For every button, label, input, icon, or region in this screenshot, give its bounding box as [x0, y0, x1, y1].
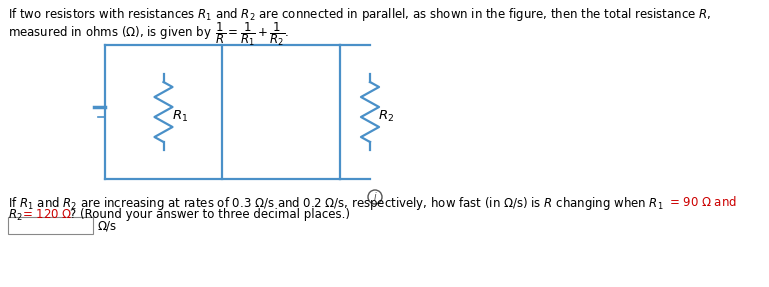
Text: ? (Round your answer to three decimal places.): ? (Round your answer to three decimal pl…: [70, 208, 350, 221]
Text: $R_2$: $R_2$: [378, 108, 394, 123]
Text: If $R_1$ and $R_2$ are increasing at rates of 0.3 $\Omega$/s and 0.2 $\Omega$/s,: If $R_1$ and $R_2$ are increasing at rat…: [8, 195, 664, 212]
Text: measured in ohms ($\Omega$), is given by $\,\dfrac{1}{R} = \dfrac{1}{R_1} + \dfr: measured in ohms ($\Omega$), is given by…: [8, 20, 289, 48]
Text: $R_2$: $R_2$: [8, 208, 24, 223]
Text: i: i: [374, 192, 376, 202]
Text: $R_1$: $R_1$: [171, 108, 188, 123]
Text: $\Omega$/s: $\Omega$/s: [97, 219, 118, 233]
Text: = 90 $\Omega$ and: = 90 $\Omega$ and: [669, 195, 737, 209]
Bar: [8, 217, 93, 234]
Text: = 120 $\Omega$: = 120 $\Omega$: [22, 208, 72, 221]
Text: If two resistors with resistances $R_1$ and $R_2$ are connected in parallel, as : If two resistors with resistances $R_1$ …: [8, 6, 711, 23]
